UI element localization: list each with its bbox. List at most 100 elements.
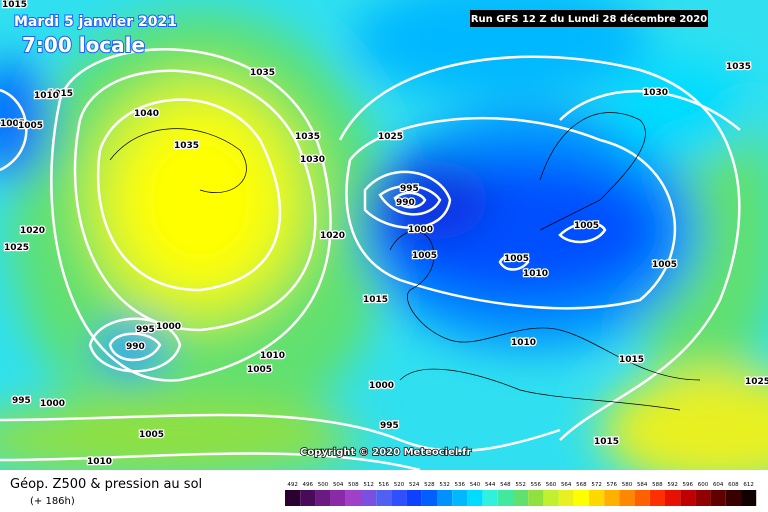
date-title: Mardi 5 janvier 2021 xyxy=(14,14,177,30)
scale-swatch xyxy=(649,490,665,506)
scale-label: 560 xyxy=(546,482,557,488)
scale-label: 576 xyxy=(607,482,618,488)
scale-swatch xyxy=(437,490,453,506)
isobar-label: 995 xyxy=(400,184,419,194)
isobar-label: 1005 xyxy=(412,251,437,261)
isobar-label: 1005 xyxy=(574,221,599,231)
isobar-label: 1025 xyxy=(745,377,768,387)
scale-swatch xyxy=(315,490,331,506)
scale-label: 600 xyxy=(698,482,709,488)
scale-label: 528 xyxy=(424,482,435,488)
scale-swatch xyxy=(513,490,529,506)
scale-swatch xyxy=(285,490,301,506)
scale-label: 524 xyxy=(409,482,420,488)
isobar-label: 1015 xyxy=(594,437,619,447)
scale-label: 580 xyxy=(622,482,633,488)
isobar-label: 995 xyxy=(380,421,399,431)
scale-swatch xyxy=(619,490,635,506)
isobar-label: 1000 xyxy=(156,322,181,332)
scale-swatch xyxy=(589,490,605,506)
scale-swatch xyxy=(725,490,741,506)
isobar-label: 1015 xyxy=(363,295,388,305)
scale-label: 516 xyxy=(379,482,390,488)
isobar-label: 1030 xyxy=(643,88,668,98)
scale-label: 500 xyxy=(318,482,329,488)
isobar-label: 1030 xyxy=(300,155,325,165)
isobar-label: 1005 xyxy=(0,119,25,129)
scale-swatch xyxy=(528,490,544,506)
isobar-label: 1025 xyxy=(4,243,29,253)
coastlines xyxy=(109,112,701,411)
scale-swatch xyxy=(497,490,513,506)
scale-swatch xyxy=(391,490,407,506)
scale-label: 504 xyxy=(333,482,344,488)
isobar-label: 1000 xyxy=(40,399,65,409)
scale-swatch xyxy=(482,490,498,506)
isobar-label: 1035 xyxy=(174,141,199,151)
scale-swatch xyxy=(300,490,316,506)
scale-label: 532 xyxy=(439,482,450,488)
scale-label: 584 xyxy=(637,482,648,488)
scale-swatch xyxy=(573,490,589,506)
isobar-label: 1015 xyxy=(48,89,73,99)
scale-swatch xyxy=(741,490,757,506)
scale-swatch xyxy=(710,490,726,506)
scale-swatch xyxy=(452,490,468,506)
scale-label: 496 xyxy=(303,482,314,488)
lead-time: (+ 186h) xyxy=(30,496,75,507)
scale-label: 540 xyxy=(470,482,481,488)
scale-label: 564 xyxy=(561,482,572,488)
isobar-label: 1010 xyxy=(260,351,285,361)
isobar-label: 1035 xyxy=(295,132,320,142)
scale-label: 596 xyxy=(683,482,694,488)
isobar-label: 1005 xyxy=(652,260,677,270)
isobar-label: 1000 xyxy=(369,381,394,391)
isobar-label: 1010 xyxy=(523,269,548,279)
scale-swatch xyxy=(361,490,377,506)
scale-label: 492 xyxy=(287,482,298,488)
scale-swatch xyxy=(543,490,559,506)
isobars xyxy=(0,48,741,470)
scale-label: 588 xyxy=(652,482,663,488)
scale-swatch xyxy=(604,490,620,506)
isobar-label: 1005 xyxy=(504,254,529,264)
scale-label: 508 xyxy=(348,482,359,488)
scale-label: 592 xyxy=(667,482,678,488)
scale-label: 608 xyxy=(728,482,739,488)
scale-swatch xyxy=(665,490,681,506)
isobar-label: 1010 xyxy=(87,457,112,467)
scale-swatch xyxy=(345,490,361,506)
scale-swatch xyxy=(680,490,696,506)
scale-label: 604 xyxy=(713,482,724,488)
scale-label: 548 xyxy=(500,482,511,488)
footer-title: Géop. Z500 & pression au sol xyxy=(10,477,202,492)
scale-swatch xyxy=(467,490,483,506)
isobar-label: 995 xyxy=(136,325,155,335)
field xyxy=(0,0,768,470)
isobar-label: 1020 xyxy=(20,226,45,236)
isobar-label: 995 xyxy=(12,396,31,406)
isobar-label: 1005 xyxy=(247,365,272,375)
scale-label: 612 xyxy=(743,482,754,488)
copyright: Copyright © 2020 Meteociel.fr xyxy=(300,447,471,458)
isobar-label: 990 xyxy=(126,342,145,352)
isobar-label: 990 xyxy=(396,198,415,208)
isobar-label: 1025 xyxy=(378,132,403,142)
isobar-label: 1035 xyxy=(250,68,275,78)
scale-label: 544 xyxy=(485,482,496,488)
isobar-label: 1040 xyxy=(134,109,159,119)
isobar-label: 1005 xyxy=(18,121,43,131)
scale-swatch xyxy=(695,490,711,506)
scale-label: 512 xyxy=(363,482,374,488)
scale-swatch xyxy=(634,490,650,506)
scale-swatch xyxy=(330,490,346,506)
isobar-label: 1035 xyxy=(726,62,751,72)
time-label: 7:00 locale xyxy=(22,33,145,57)
scale-swatch xyxy=(421,490,437,506)
isobar-label: 1020 xyxy=(320,231,345,241)
isobar-label: 1000 xyxy=(408,225,433,235)
isobar-label: 1015 xyxy=(2,0,27,10)
run-label: Run GFS 12 Z du Lundi 28 décembre 2020 xyxy=(471,13,707,25)
scale-label: 556 xyxy=(531,482,542,488)
scale-label: 568 xyxy=(576,482,587,488)
